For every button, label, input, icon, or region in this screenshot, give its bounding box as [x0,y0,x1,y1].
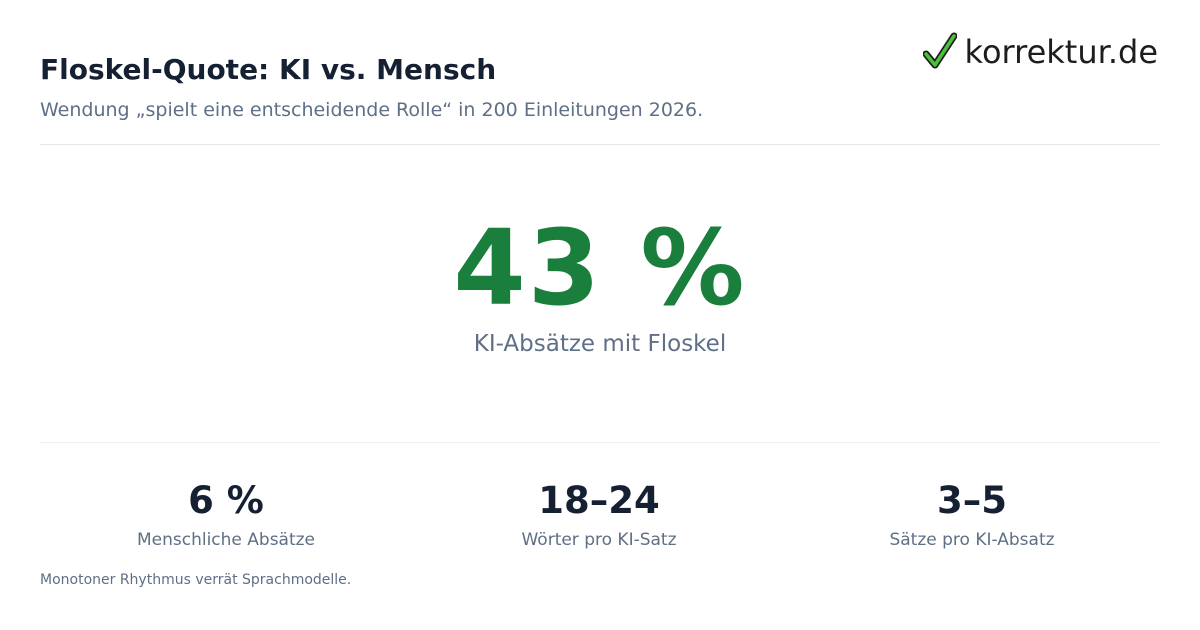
stat-label: Wörter pro KI-Satz [521,530,677,550]
stat-label: Menschliche Absätze [136,530,316,550]
brand-logo: korrektur.de [922,30,1158,74]
stat-sentences-per-paragraph: 3–5 Sätze pro KI-Absatz [786,478,1158,552]
stat-words-per-sentence: 18–24 Wörter pro KI-Satz [413,478,785,552]
checkmark-icon [922,32,957,69]
hero-percentage: 43 % [453,207,747,329]
stat-value: 3–5 [937,479,1007,522]
header-divider [40,144,1160,145]
stat-value: 6 % [188,479,264,522]
stat-human-paragraphs: 6 % Menschliche Absätze [40,478,412,552]
footnote: Monotoner Rhythmus verrät Sprachmodelle. [40,572,352,588]
page-subtitle: Wendung „spielt eine entscheidende Rolle… [40,99,704,121]
brand-logo-text: korrektur.de [964,33,1158,71]
hero-label: KI-Absätze mit Floskel [473,331,727,357]
page-title: Floskel-Quote: KI vs. Mensch [40,53,497,86]
stat-value: 18–24 [538,479,660,522]
stat-label: Sätze pro KI-Absatz [889,530,1055,550]
stats-divider [40,442,1160,443]
